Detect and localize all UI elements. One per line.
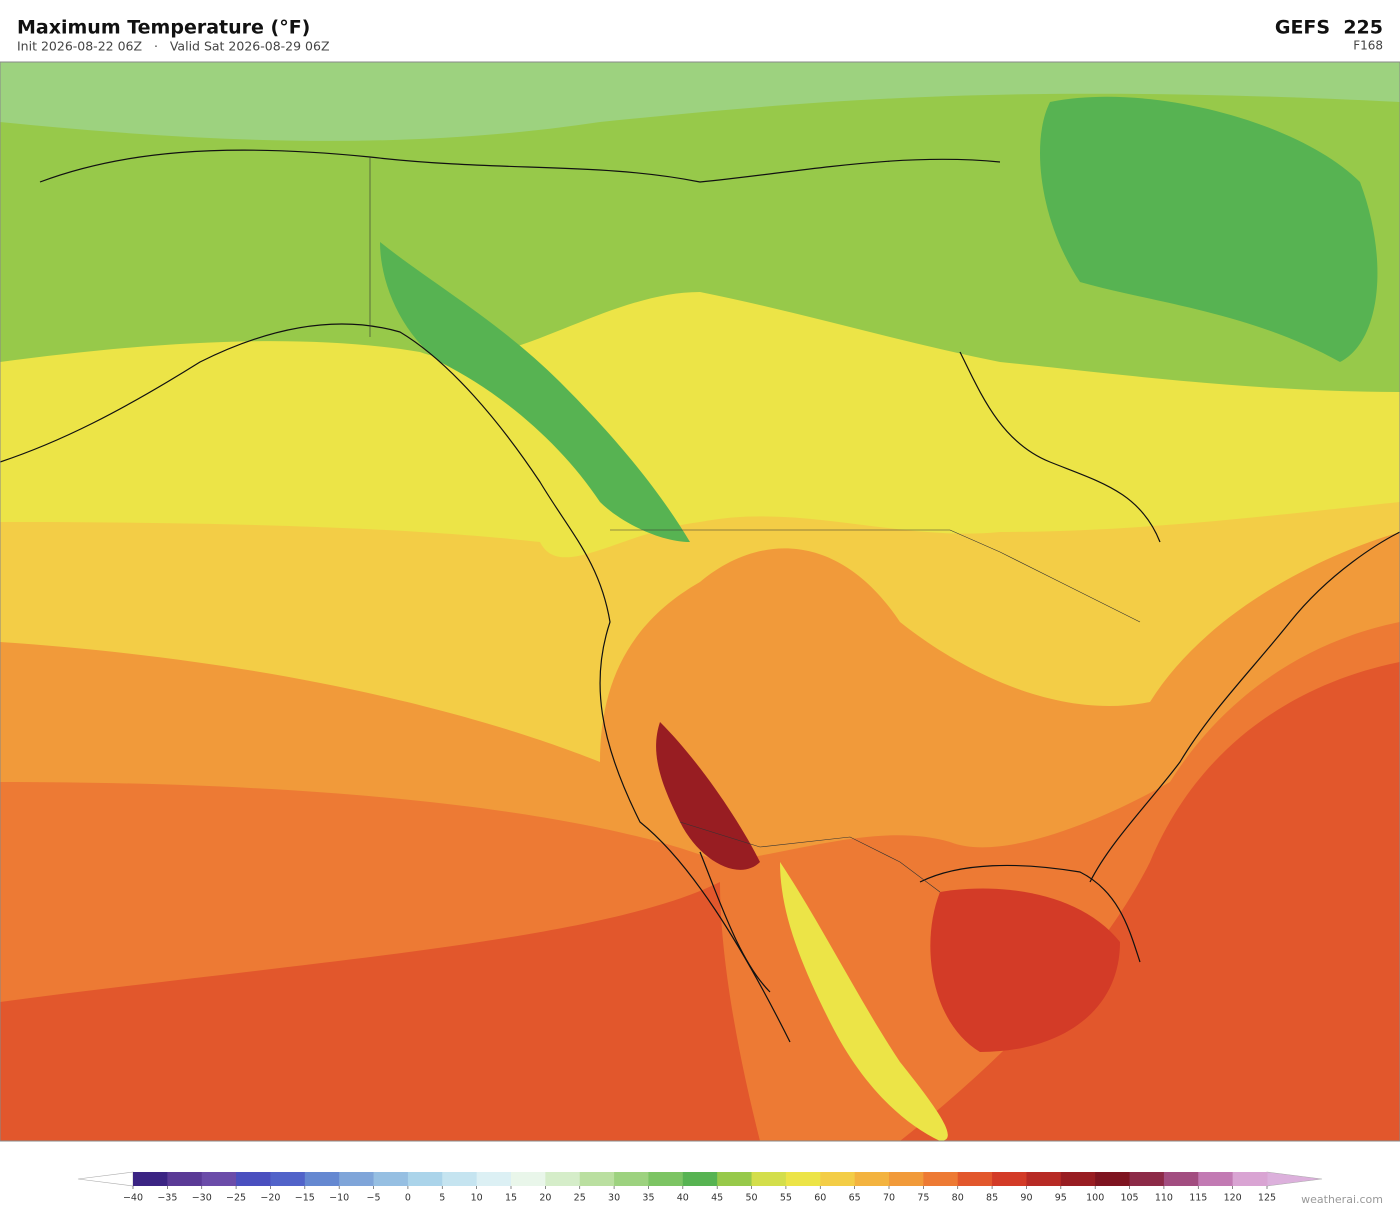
colorbar-tick-label: −35 xyxy=(157,1193,177,1204)
borders xyxy=(369,157,1141,893)
colorbar-tick-label: −25 xyxy=(226,1193,246,1204)
colorbar-tick-label: 30 xyxy=(608,1193,620,1204)
colorbar-over xyxy=(1266,1171,1323,1187)
colorbar-tick-label: 100 xyxy=(1086,1193,1104,1204)
colorbar-tick-label: 25 xyxy=(574,1193,586,1204)
forecast-hour: F168 xyxy=(1353,39,1383,53)
colorbar-swatch xyxy=(407,1172,443,1186)
colorbar-tick-label: 105 xyxy=(1120,1193,1138,1204)
field-shade xyxy=(930,888,1120,1052)
colorbar-swatch xyxy=(1060,1172,1096,1186)
colorbar-tick-label: −30 xyxy=(192,1193,212,1204)
colorbar-swatch xyxy=(201,1172,237,1186)
colorbar-swatch xyxy=(889,1172,924,1186)
colorbar-under xyxy=(77,1171,134,1187)
colorbar-tick-label: 40 xyxy=(677,1193,689,1204)
colorbar-tick-label: 35 xyxy=(642,1193,654,1204)
colorbar-swatch xyxy=(1026,1172,1062,1186)
watermark: weatherai.com xyxy=(1301,1193,1383,1206)
colorbar-swatch xyxy=(614,1172,649,1186)
colorbar-swatch xyxy=(717,1172,753,1186)
colorbar-swatch xyxy=(854,1172,890,1186)
model-label: GEFS 225 xyxy=(1275,17,1383,39)
field-shade xyxy=(780,862,948,1141)
colorbar-swatch xyxy=(648,1172,684,1186)
colorbar-tick-label: 55 xyxy=(780,1193,792,1204)
map xyxy=(0,61,1400,1142)
colorbar: −40 −35 −30 −25 −20 −15 −10 −5 0 5 10 15 20 25 30 35 40 4… xyxy=(77,1171,1323,1204)
colorbar-tick-label: 80 xyxy=(952,1193,964,1204)
colorbar-swatch xyxy=(133,1172,168,1186)
field-shade xyxy=(0,62,1400,141)
colorbar-tick-label: 125 xyxy=(1258,1193,1276,1204)
colorbar-tick-label: 70 xyxy=(883,1193,895,1204)
map-frame xyxy=(0,61,1400,1142)
colorbar-swatch xyxy=(442,1172,478,1186)
colorbar-tick-label: 75 xyxy=(917,1193,929,1204)
colorbar-swatch xyxy=(751,1172,787,1186)
colorbar-swatch xyxy=(236,1172,271,1186)
colorbar-tick-label: −5 xyxy=(367,1193,381,1204)
colorbar-swatch xyxy=(545,1172,581,1186)
colorbar-tick-label: 0 xyxy=(405,1193,411,1204)
colorbar-swatch xyxy=(923,1172,959,1186)
colorbar-swatch xyxy=(992,1172,1027,1186)
colorbar-tick-label: 65 xyxy=(849,1193,861,1204)
colorbar-swatch xyxy=(1095,1172,1131,1186)
colorbar-swatch xyxy=(1129,1172,1165,1186)
colorbar-tick-label: −15 xyxy=(295,1193,315,1204)
colorbar-swatch xyxy=(682,1172,718,1186)
colorbar-tick-label: 85 xyxy=(986,1193,998,1204)
colorbar-swatch xyxy=(270,1172,306,1186)
colorbar-tick-label: 60 xyxy=(814,1193,826,1204)
colorbar-tick-label: −20 xyxy=(260,1193,280,1204)
colorbar-swatch xyxy=(1163,1172,1199,1186)
field-shade xyxy=(380,242,690,542)
coastlines xyxy=(0,149,1400,1043)
colorbar-swatch xyxy=(167,1172,203,1186)
colorbar-tick-label: 20 xyxy=(539,1193,551,1204)
title: Maximum Temperature (°F) xyxy=(17,17,310,39)
colorbar-swatch xyxy=(820,1172,856,1186)
subtitle: Init 2026-08-22 06Z · Valid Sat 2026-08-… xyxy=(17,39,330,54)
colorbar-swatch xyxy=(1232,1172,1268,1186)
colorbar-swatch xyxy=(373,1172,409,1186)
colorbar-tick-label: 50 xyxy=(745,1193,757,1204)
colorbar-swatch xyxy=(476,1172,512,1186)
colorbar-swatch xyxy=(785,1172,821,1186)
colorbar-tick-label: 90 xyxy=(1020,1193,1032,1204)
colorbar-swatch xyxy=(579,1172,615,1186)
colorbar-tick-label: 45 xyxy=(711,1193,723,1204)
field-shade xyxy=(656,722,760,870)
colorbar-tick-label: 5 xyxy=(439,1193,445,1204)
colorbar-swatch xyxy=(304,1172,340,1186)
colorbar-tick-label: 10 xyxy=(471,1193,483,1204)
colorbar-swatch xyxy=(339,1172,375,1186)
colorbar-tick-label: 110 xyxy=(1155,1193,1173,1204)
colorbar-tick-label: 15 xyxy=(505,1193,517,1204)
colorbar-tick-label: 115 xyxy=(1189,1193,1207,1204)
field-shade xyxy=(1040,96,1378,362)
colorbar-swatch xyxy=(957,1172,993,1186)
colorbar-tick-label: −10 xyxy=(329,1193,349,1204)
colorbar-swatch xyxy=(1198,1172,1234,1186)
colorbar-swatch xyxy=(511,1172,546,1186)
colorbar-tick-label: 95 xyxy=(1055,1193,1067,1204)
colorbar-tick-label: 120 xyxy=(1224,1193,1242,1204)
colorbar-tick-label: −40 xyxy=(123,1193,143,1204)
